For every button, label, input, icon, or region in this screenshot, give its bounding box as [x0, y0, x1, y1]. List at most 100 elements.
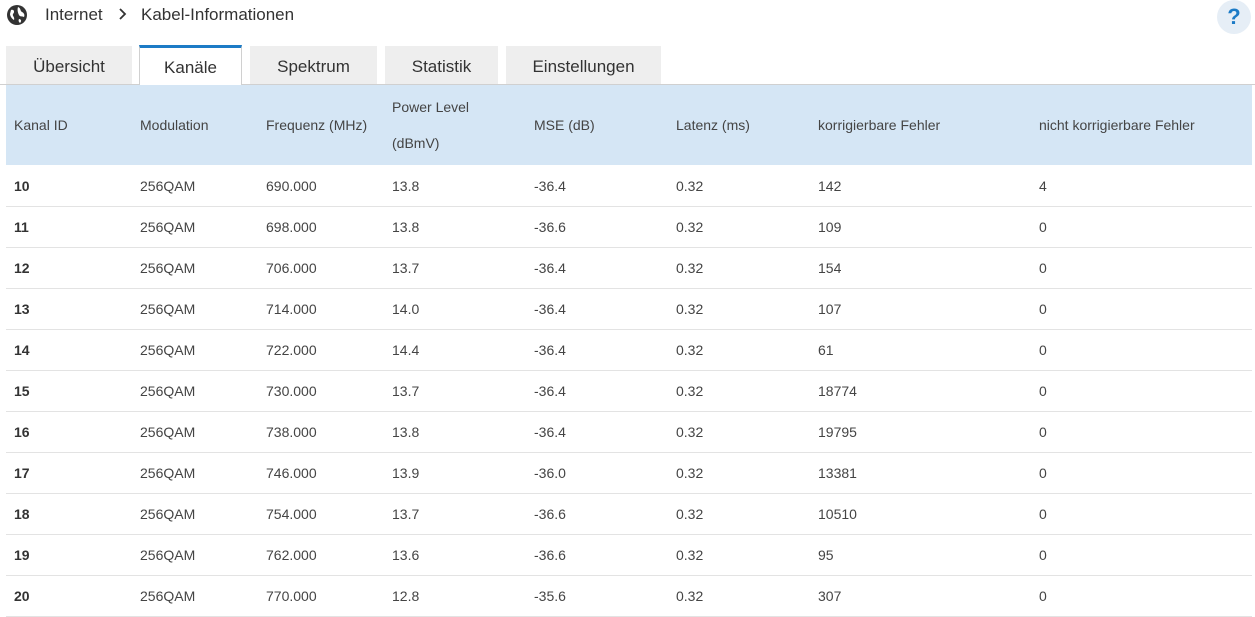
- table-row: 18 256QAM 754.000 13.7 -36.6 0.32 10510 0: [6, 493, 1252, 534]
- top-bar: Internet Kabel-Informationen ?: [0, 0, 1255, 34]
- cell-frequenz: 706.000: [266, 259, 317, 276]
- help-button[interactable]: ?: [1217, 0, 1251, 34]
- cell-frequenz: 698.000: [266, 218, 317, 235]
- cell-kanal-id: 19: [14, 546, 30, 563]
- cell-power-level: 14.0: [392, 300, 420, 317]
- table-row: 12 256QAM 706.000 13.7 -36.4 0.32 154 0: [6, 247, 1252, 288]
- cell-kanal-id: 16: [14, 423, 30, 440]
- header-power-level: Power Level (dBmV): [384, 85, 526, 165]
- cell-frequenz: 746.000: [266, 464, 317, 481]
- cell-modulation: 256QAM: [140, 464, 196, 481]
- cell-modulation: 256QAM: [140, 423, 196, 440]
- cell-latenz: 0.32: [676, 341, 704, 358]
- header-power-level-line1: Power Level: [392, 99, 470, 115]
- cell-mse: -36.4: [534, 341, 566, 358]
- cell-nicht-korrigierbare-fehler: 0: [1039, 300, 1047, 317]
- cell-mse: -36.0: [534, 464, 566, 481]
- table-row: 14 256QAM 722.000 14.4 -36.4 0.32 61 0: [6, 329, 1252, 370]
- tab-spektrum[interactable]: Spektrum: [250, 46, 377, 85]
- cell-latenz: 0.32: [676, 300, 704, 317]
- header-korrigierbare-fehler: korrigierbare Fehler: [818, 117, 941, 133]
- header-power-level-line2: (dBmV): [392, 135, 440, 151]
- cell-korrigierbare-fehler: 19795: [818, 423, 857, 440]
- cell-frequenz: 722.000: [266, 341, 317, 358]
- table-row: 20 256QAM 770.000 12.8 -35.6 0.32 307 0: [6, 575, 1252, 616]
- table-row: 16 256QAM 738.000 13.8 -36.4 0.32 19795 0: [6, 411, 1252, 452]
- cell-kanal-id: 15: [14, 382, 30, 399]
- cell-kanal-id: 20: [14, 587, 30, 604]
- cell-power-level: 13.8: [392, 178, 420, 195]
- help-icon: ?: [1227, 4, 1241, 29]
- tab-uebersicht[interactable]: Übersicht: [6, 46, 132, 85]
- cell-korrigierbare-fehler: 18774: [818, 382, 857, 399]
- cell-mse: -36.4: [534, 178, 566, 195]
- cell-mse: -36.6: [534, 218, 566, 235]
- cell-power-level: 13.7: [392, 505, 420, 522]
- cell-nicht-korrigierbare-fehler: 0: [1039, 259, 1047, 276]
- table-row: 19 256QAM 762.000 13.6 -36.6 0.32 95 0: [6, 534, 1252, 575]
- cell-mse: -36.4: [534, 259, 566, 276]
- breadcrumb-root[interactable]: Internet: [45, 5, 103, 24]
- table-row: 13 256QAM 714.000 14.0 -36.4 0.32 107 0: [6, 288, 1252, 329]
- cell-modulation: 256QAM: [140, 218, 196, 235]
- channel-table-container: Kanal ID Modulation Frequenz (MHz) Power…: [6, 85, 1252, 617]
- cell-latenz: 0.32: [676, 259, 704, 276]
- tab-einstellungen[interactable]: Einstellungen: [506, 46, 661, 85]
- cell-korrigierbare-fehler: 142: [818, 178, 842, 195]
- header-mse: MSE (dB): [534, 117, 595, 133]
- cell-latenz: 0.32: [676, 178, 704, 195]
- cell-latenz: 0.32: [676, 505, 704, 522]
- cell-modulation: 256QAM: [140, 178, 196, 195]
- cell-nicht-korrigierbare-fehler: 0: [1039, 423, 1047, 440]
- cell-frequenz: 730.000: [266, 382, 317, 399]
- breadcrumb-current: Kabel-Informationen: [141, 5, 295, 24]
- cell-power-level: 13.6: [392, 546, 420, 563]
- cell-frequenz: 754.000: [266, 505, 317, 522]
- cell-latenz: 0.32: [676, 382, 704, 399]
- chevron-right-icon: [116, 7, 130, 21]
- cell-latenz: 0.32: [676, 587, 704, 604]
- cell-latenz: 0.32: [676, 218, 704, 235]
- cell-modulation: 256QAM: [140, 300, 196, 317]
- header-latenz: Latenz (ms): [676, 117, 750, 133]
- cell-power-level: 14.4: [392, 341, 420, 358]
- cell-mse: -36.4: [534, 423, 566, 440]
- cell-kanal-id: 17: [14, 464, 30, 481]
- cell-modulation: 256QAM: [140, 546, 196, 563]
- header-frequenz: Frequenz (MHz): [266, 117, 368, 133]
- cell-modulation: 256QAM: [140, 382, 196, 399]
- cell-nicht-korrigierbare-fehler: 0: [1039, 587, 1047, 604]
- cell-modulation: 256QAM: [140, 341, 196, 358]
- cell-power-level: 12.8: [392, 587, 420, 604]
- cell-power-level: 13.7: [392, 259, 420, 276]
- cell-mse: -35.6: [534, 587, 566, 604]
- cell-kanal-id: 11: [14, 218, 29, 235]
- cell-power-level: 13.8: [392, 218, 420, 235]
- cell-kanal-id: 12: [14, 259, 30, 276]
- tab-statistik[interactable]: Statistik: [385, 46, 498, 85]
- cell-korrigierbare-fehler: 154: [818, 259, 842, 276]
- cell-nicht-korrigierbare-fehler: 0: [1039, 546, 1047, 563]
- cell-kanal-id: 13: [14, 300, 30, 317]
- cell-korrigierbare-fehler: 95: [818, 546, 834, 563]
- cell-korrigierbare-fehler: 61: [818, 341, 834, 358]
- cell-latenz: 0.32: [676, 464, 704, 481]
- cell-modulation: 256QAM: [140, 505, 196, 522]
- table-header-row: Kanal ID Modulation Frequenz (MHz) Power…: [6, 85, 1252, 165]
- tab-kanaele[interactable]: Kanäle: [139, 45, 242, 85]
- cell-mse: -36.4: [534, 382, 566, 399]
- cell-frequenz: 762.000: [266, 546, 317, 563]
- globe-icon: [6, 4, 28, 26]
- header-modulation: Modulation: [140, 117, 209, 133]
- header-nicht-korrigierbare-fehler: nicht korrigierbare Fehler: [1039, 117, 1195, 133]
- cell-kanal-id: 18: [14, 505, 30, 522]
- tab-divider: [0, 84, 1255, 85]
- cell-frequenz: 690.000: [266, 178, 317, 195]
- table-row: 10 256QAM 690.000 13.8 -36.4 0.32 142 4: [6, 165, 1252, 206]
- table-row: 15 256QAM 730.000 13.7 -36.4 0.32 18774 0: [6, 370, 1252, 411]
- cell-korrigierbare-fehler: 307: [818, 587, 842, 604]
- table-row: 11 256QAM 698.000 13.8 -36.6 0.32 109 0: [6, 206, 1252, 247]
- cell-korrigierbare-fehler: 13381: [818, 464, 857, 481]
- cell-latenz: 0.32: [676, 546, 704, 563]
- cell-nicht-korrigierbare-fehler: 0: [1039, 382, 1047, 399]
